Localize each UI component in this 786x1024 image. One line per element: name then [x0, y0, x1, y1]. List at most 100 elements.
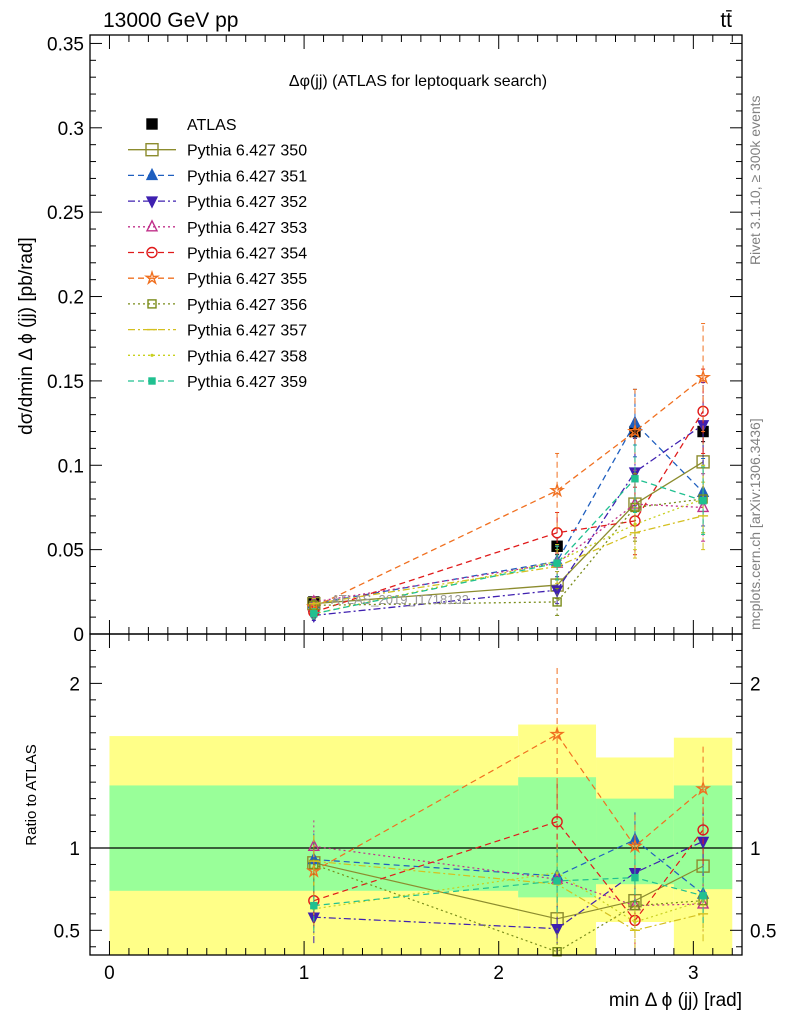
x-tick-label: 3 [688, 963, 699, 984]
ratio-y-axis-label: Ratio to ATLAS [23, 744, 40, 845]
legend-entry: Pythia 6.427 357 [128, 323, 307, 340]
legend-marker [146, 246, 158, 259]
series-6 [305, 323, 712, 614]
ratio-point [699, 892, 707, 900]
main-panel: ATLAS_2019_I1718132 0 0.05 0.1 0.15 0.2 0.25 0.… [47, 34, 743, 646]
data-point [633, 522, 637, 526]
series-line [313, 410, 704, 613]
x-tick-label: 1 [299, 963, 310, 984]
legend-label: Pythia 6.427 358 [187, 348, 307, 365]
ratio-line [313, 862, 704, 920]
ratio-line [313, 840, 704, 930]
y-tick-label: 0.2 [58, 288, 84, 309]
ratio-point [549, 726, 566, 742]
legend-label: Pythia 6.427 350 [187, 143, 307, 160]
data-point [699, 497, 707, 505]
legend-entry: Pythia 6.427 354 [128, 246, 307, 263]
legend-label: Pythia 6.427 359 [187, 374, 307, 391]
legend-label: Pythia 6.427 354 [187, 246, 307, 263]
y-tick-label: 0.1 [58, 456, 84, 477]
legend-entry: Pythia 6.427 350 [128, 143, 307, 160]
series-3 [307, 382, 710, 624]
legend-entry: Pythia 6.427 359 [128, 374, 307, 391]
legend-marker [145, 167, 159, 181]
process-label: tt̄ [720, 9, 732, 32]
legend-entry: ATLAS [146, 117, 237, 134]
ratio-y-tick-label: 1 [69, 839, 80, 860]
y-tick-label: 0.35 [47, 34, 84, 55]
ratio-point [553, 877, 561, 885]
series-line [313, 515, 704, 605]
legend-label: Pythia 6.427 352 [187, 194, 307, 211]
data-point [552, 597, 562, 607]
main-title: Δφ(jj) (ATLAS for leptoquark search) [289, 73, 547, 90]
y-tick-label: 0.25 [47, 203, 84, 224]
legend-entry: Pythia 6.427 351 [128, 167, 307, 185]
legend-marker [145, 219, 159, 232]
ratio-point [633, 920, 637, 924]
series-line [313, 503, 704, 603]
legend-label: Pythia 6.427 356 [187, 297, 307, 314]
ratio-y-tick-label-right: 2 [750, 674, 761, 695]
data-point [626, 423, 643, 439]
ratio-point [555, 871, 559, 875]
ratio-point [552, 947, 562, 957]
series-5 [308, 368, 709, 618]
y-tick-label: 0.15 [47, 372, 84, 393]
legend-marker [144, 269, 160, 286]
data-point [695, 369, 712, 385]
legend-label: Pythia 6.427 355 [187, 271, 307, 288]
ratio-y-tick-label: 0.5 [54, 921, 80, 942]
legend-entry: Pythia 6.427 356 [128, 297, 307, 314]
data-point [631, 475, 639, 483]
series-line [313, 424, 704, 617]
ratio-point [310, 901, 318, 910]
legend-label: ATLAS [187, 117, 237, 134]
ratio-y-tick-label-right: 1 [750, 839, 761, 860]
series-line [313, 422, 704, 605]
y-axis-label: dσ/dmin Δ ϕ (jj) [pb/rad] [16, 237, 37, 435]
legend-entry: Pythia 6.427 358 [128, 348, 307, 365]
series-line [313, 498, 704, 615]
legend-marker [145, 196, 159, 209]
x-axis-label: min Δ ϕ (jj) [rad] [609, 990, 742, 1011]
y-tick-label: 0.05 [47, 541, 84, 562]
ratio-point [551, 815, 563, 828]
ratio-series-9 [310, 849, 707, 932]
legend-entry: Pythia 6.427 353 [128, 219, 307, 237]
ratio-point [626, 838, 643, 854]
series-10 [310, 444, 707, 620]
legend-label: Pythia 6.427 353 [187, 220, 307, 237]
y-tick-label: 0.3 [58, 119, 84, 140]
data-point [550, 585, 564, 598]
legend-entry: Pythia 6.427 355 [128, 269, 307, 288]
legend-entry: Pythia 6.427 352 [128, 194, 307, 211]
ratio-line [313, 845, 704, 907]
legend: ATLAS Pythia 6.427 350 Pythia 6.427 351 Pyt… [128, 117, 307, 391]
ratio-frame [89, 633, 743, 956]
series-line [313, 478, 704, 615]
legend-marker [146, 118, 158, 130]
y-tick-label: 0 [73, 625, 84, 646]
series-4 [307, 469, 710, 608]
series-line [313, 461, 704, 605]
series-8 [308, 481, 709, 610]
ratio-y-tick-label-right: 0.5 [750, 921, 776, 942]
ratio-y-tick-label: 2 [69, 674, 80, 695]
series-line [313, 377, 704, 608]
data-point [553, 559, 561, 567]
data-point [309, 600, 319, 611]
series-line [313, 498, 704, 606]
ratio-point [631, 873, 639, 882]
x-tick-label: 2 [493, 963, 504, 984]
watermark: ATLAS_2019_I1718132 [331, 592, 469, 607]
data-point [549, 482, 566, 498]
ratio-point [697, 824, 709, 836]
ratio-line [313, 877, 704, 907]
legend-label: Pythia 6.427 351 [187, 168, 307, 185]
ratio-point [695, 780, 712, 796]
legend-marker [147, 299, 157, 309]
legend-marker [150, 353, 154, 357]
ratio-line [313, 860, 704, 931]
